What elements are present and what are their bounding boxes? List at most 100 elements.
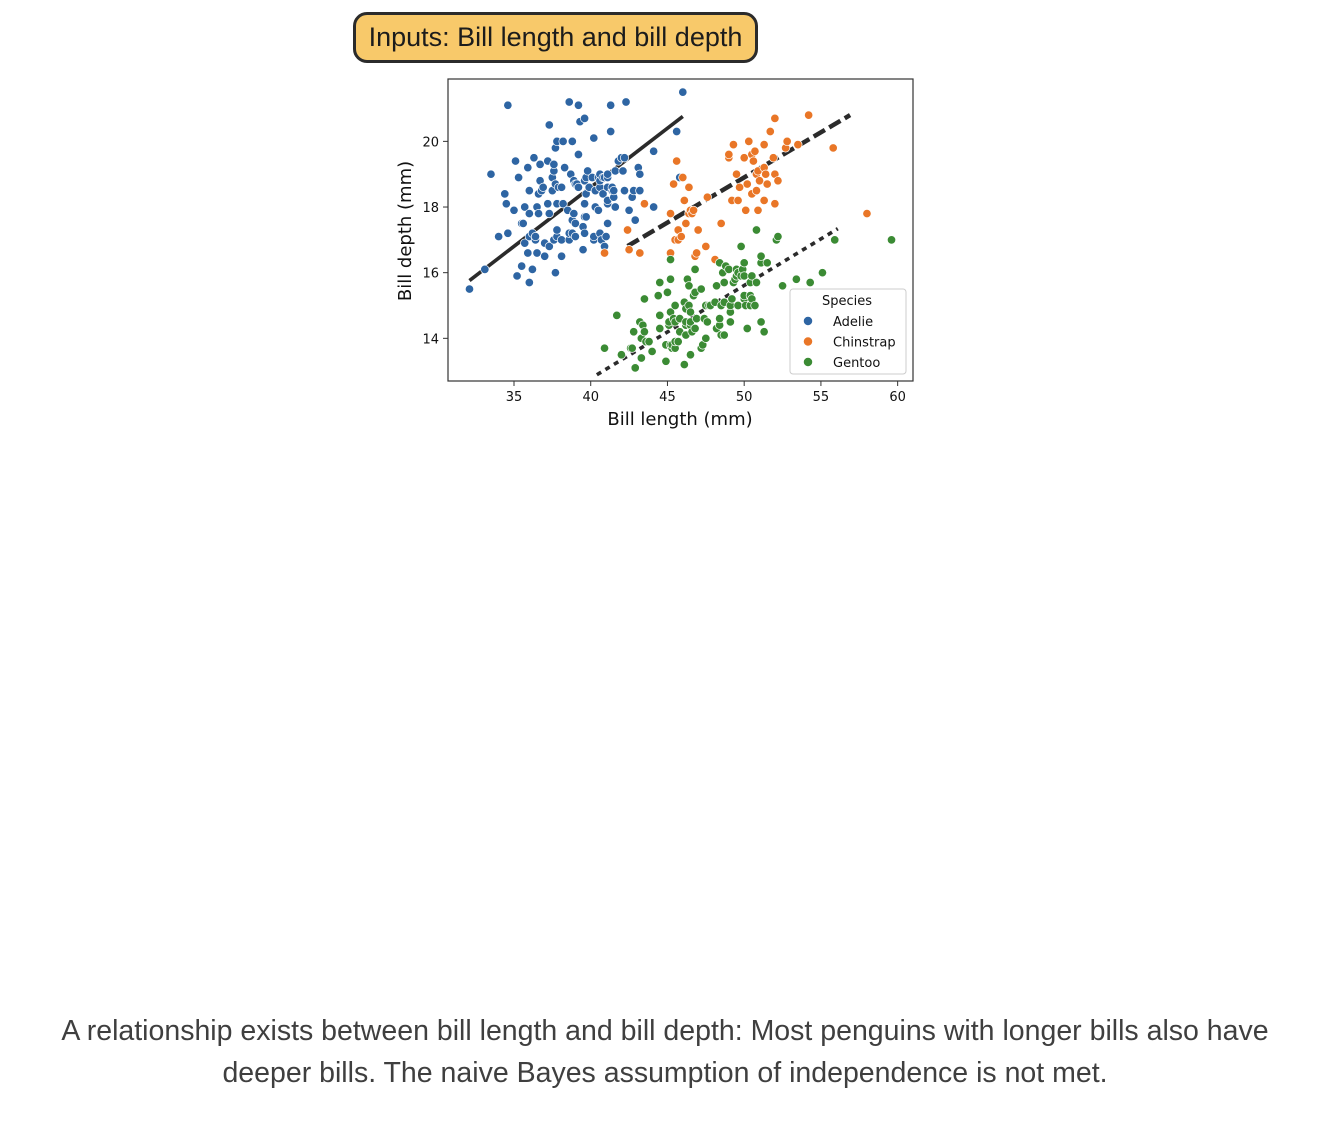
data-point-adelie [618,166,628,176]
y-tick-label: 16 [422,267,439,282]
data-point-adelie [518,218,528,228]
data-point-adelie [517,261,527,271]
data-point-adelie [543,199,553,209]
data-point-gentoo [629,327,639,337]
data-point-gentoo [751,225,762,235]
data-point-adelie [494,232,504,242]
y-tick-label: 18 [422,201,439,216]
y-tick-label: 20 [422,135,439,150]
data-point-adelie [570,218,580,228]
data-point-adelie [610,202,620,212]
series-chinstrap [599,110,872,265]
data-point-chinstrap [741,205,751,215]
data-point-adelie [581,212,591,222]
data-point-adelie [550,268,560,278]
legend-label-chinstrap: Chinstrap [833,336,896,351]
data-point-chinstrap [681,218,691,228]
data-point-chinstrap [765,126,775,137]
data-point-gentoo [778,281,788,291]
data-point-chinstrap [731,169,742,179]
data-point-adelie [529,153,539,163]
data-point-adelie [609,186,619,196]
data-point-adelie [580,113,590,123]
data-points [464,87,897,373]
data-point-adelie [621,97,631,107]
data-point-adelie [630,215,640,225]
data-point-gentoo [670,300,680,311]
caption-text: A relationship exists between bill lengt… [61,1015,1269,1089]
data-point-gentoo [665,274,676,284]
data-point-adelie [486,169,496,179]
data-point-adelie [593,205,603,215]
data-point-gentoo [685,307,696,317]
legend-label-gentoo: Gentoo [833,356,880,371]
data-point-gentoo [647,346,657,357]
data-point-adelie [540,251,550,261]
data-point-gentoo [616,350,626,360]
data-point-adelie [603,218,613,228]
data-point-gentoo [719,277,729,288]
data-point-gentoo [639,294,649,304]
data-point-gentoo [759,327,769,337]
data-point-adelie [573,100,583,110]
data-point-adelie [558,136,568,146]
data-point-adelie [520,202,530,212]
data-point-gentoo [805,277,815,288]
data-point-adelie [570,232,580,242]
data-point-adelie [533,209,544,219]
data-point-adelie [549,159,559,169]
inputs-badge-label: Inputs: Bill length and bill depth [368,22,743,52]
data-point-gentoo [742,323,752,334]
data-point-adelie [512,271,522,281]
data-point-gentoo [685,350,696,360]
data-point-adelie [524,209,534,219]
data-point-chinstrap [751,186,762,196]
data-point-adelie [580,199,590,209]
data-point-adelie [544,120,554,130]
data-point-adelie [610,166,620,176]
data-point-chinstrap [782,136,792,146]
data-point-gentoo [655,323,665,334]
data-point-chinstrap [701,241,711,251]
data-point-chinstrap [770,199,780,209]
data-point-adelie [503,228,513,238]
data-point-adelie [672,126,682,137]
data-point-adelie [524,186,534,196]
y-axis-label: Bill depth (mm) [395,161,416,301]
data-point-gentoo [747,271,757,281]
regression-line-chinstrap [626,113,852,249]
data-point-gentoo [665,254,676,265]
data-point-adelie [527,264,537,274]
x-tick-label: 35 [506,390,523,405]
data-point-chinstrap [702,192,712,202]
data-point-adelie [514,172,524,183]
data-point-gentoo [817,268,828,278]
data-point-adelie [603,169,613,179]
data-point-gentoo [773,232,783,242]
data-point-gentoo [655,277,665,288]
data-point-gentoo [661,356,671,366]
data-point-adelie [510,156,521,166]
data-point-adelie [567,136,577,146]
data-point-gentoo [756,251,766,261]
scatter-chart: 35 40 45 50 55 60 14 16 18 20 Bill length (mm) B… [395,78,914,430]
data-point-adelie [635,186,645,196]
data-point-adelie [569,209,579,219]
legend-label-adelie: Adelie [833,315,873,330]
data-point-chinstrap [759,195,769,206]
data-point-adelie [606,126,616,137]
x-tick-label: 50 [736,390,753,405]
data-point-chinstrap [676,232,686,242]
data-point-adelie [558,199,568,209]
data-point-gentoo [830,235,840,245]
data-point-chinstrap [759,140,769,150]
regression-line-adelie [468,114,684,282]
y-axis-ticks: 14 16 18 20 [422,135,448,347]
data-point-adelie [530,232,541,242]
data-point-adelie [520,238,530,248]
data-point-gentoo [653,291,663,301]
data-point-adelie [649,146,659,156]
data-point-gentoo [886,235,897,245]
data-point-chinstrap [623,225,633,235]
x-tick-label: 40 [582,390,599,405]
